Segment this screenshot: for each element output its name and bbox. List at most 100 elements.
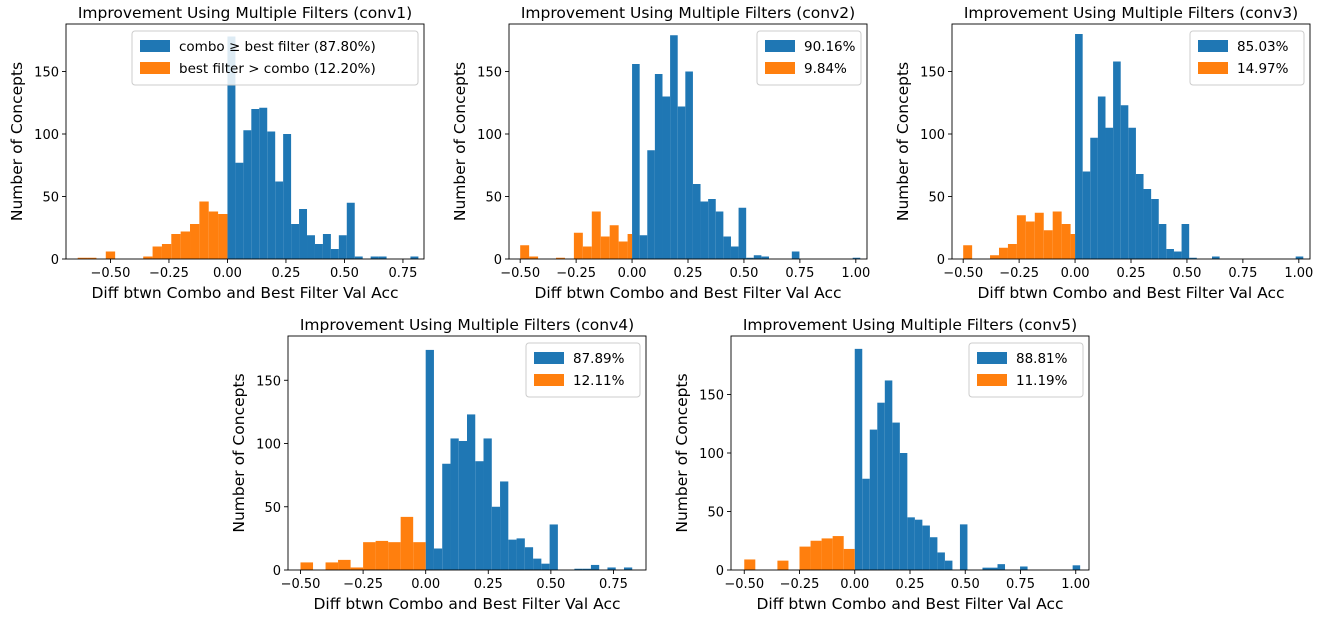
x-tick-label: −0.50 bbox=[500, 266, 540, 281]
histogram-bar bbox=[375, 540, 389, 570]
histogram-bar bbox=[582, 568, 591, 570]
legend-label: 12.11% bbox=[573, 373, 625, 389]
legend: 87.89% 12.11% bbox=[525, 342, 641, 398]
legend: 85.03% 14.97% bbox=[1189, 30, 1305, 86]
histogram-bar bbox=[670, 35, 678, 259]
histogram-bar bbox=[639, 235, 648, 259]
chart-conv1: −0.50 −0.25 0.00 0.25 0.50 0.75 0 50 100 150 Impro… bbox=[8, 4, 425, 302]
x-tick-label: 0.50 bbox=[1172, 266, 1201, 281]
y-axis-label: Number of Concepts bbox=[230, 373, 248, 532]
histogram-bar bbox=[914, 519, 923, 570]
legend-label: combo ≥ best filter (87.80%) bbox=[179, 39, 376, 55]
legend-label: 90.16% bbox=[804, 39, 856, 55]
histogram-bar bbox=[627, 234, 633, 259]
histogram-bar bbox=[291, 224, 300, 259]
histogram-bar bbox=[692, 184, 701, 259]
series-best-better bbox=[744, 536, 855, 570]
histogram-bar bbox=[1016, 215, 1026, 259]
y-tick-label: 0 bbox=[51, 253, 59, 268]
legend-label: 88.81% bbox=[1016, 351, 1068, 367]
chart-title: Improvement Using Multiple Filters (conv… bbox=[743, 316, 1077, 334]
x-tick-label: −0.50 bbox=[281, 577, 321, 592]
histogram-bar bbox=[1090, 137, 1098, 259]
histogram-bar bbox=[180, 231, 191, 259]
chart-title: Improvement Using Multiple Filters (conv… bbox=[521, 4, 855, 22]
x-tick-label: 0.25 bbox=[474, 577, 503, 592]
histogram-bar bbox=[723, 236, 731, 259]
axes-frame bbox=[287, 335, 647, 571]
histogram-bar bbox=[654, 74, 663, 259]
legend-swatch bbox=[977, 352, 1007, 364]
histogram-bar bbox=[338, 559, 351, 570]
y-tick-label: 50 bbox=[485, 191, 502, 206]
y-axis-label: Number of Concepts bbox=[8, 62, 26, 221]
y-tick-label: 100 bbox=[477, 128, 502, 143]
histogram-bar bbox=[314, 244, 323, 259]
histogram-bar bbox=[744, 559, 756, 570]
histogram-bar bbox=[524, 547, 534, 570]
legend-swatch bbox=[765, 40, 795, 52]
histogram-bar bbox=[533, 558, 542, 570]
legend-swatch bbox=[140, 62, 170, 74]
legend: 88.81% 11.19% bbox=[968, 342, 1084, 398]
histogram-bar bbox=[199, 201, 209, 259]
histogram-bar bbox=[1212, 256, 1220, 259]
chart-conv4: −0.50 −0.25 0.00 0.25 0.50 0.75 0 50 100 150 Impro… bbox=[230, 316, 647, 613]
y-tick-label: 0 bbox=[273, 564, 281, 579]
axes-frame bbox=[65, 23, 425, 260]
y-axis-label: Number of Concepts bbox=[451, 62, 469, 221]
y-tick-label: 50 bbox=[707, 506, 724, 521]
x-axis-label: Diff btwn Combo and Best Filter Val Acc bbox=[977, 284, 1284, 302]
y-axis-label: Number of Concepts bbox=[894, 62, 912, 221]
histogram-bar bbox=[243, 130, 252, 259]
legend: combo ≥ best filter (87.80%) best filter … bbox=[131, 30, 419, 86]
legend-label: 14.97% bbox=[1237, 61, 1289, 77]
histogram-bar bbox=[1113, 61, 1121, 259]
histogram-bar bbox=[997, 564, 1006, 570]
histogram-bar bbox=[413, 542, 426, 570]
histogram-bar bbox=[907, 517, 915, 570]
histogram-bar bbox=[843, 548, 855, 570]
x-tick-label: 0.75 bbox=[599, 577, 628, 592]
histogram-bar bbox=[574, 568, 583, 570]
histogram-bar bbox=[1295, 256, 1304, 259]
x-tick-label: 0.75 bbox=[388, 266, 417, 281]
histogram-bar bbox=[1128, 127, 1136, 259]
y-axis-label: Number of Concepts bbox=[673, 373, 691, 532]
x-tick-label: 0.00 bbox=[840, 577, 869, 592]
histogram-bar bbox=[322, 234, 331, 259]
histogram-bar bbox=[442, 463, 451, 570]
histogram-bar bbox=[152, 246, 162, 259]
series-combo-better bbox=[632, 35, 861, 259]
histogram-bar bbox=[171, 234, 181, 259]
histogram-bar bbox=[1070, 234, 1076, 259]
histogram-bar bbox=[1075, 34, 1083, 259]
histogram-bar bbox=[791, 251, 800, 259]
series-best-better bbox=[520, 211, 633, 259]
histogram-bar bbox=[1181, 224, 1190, 259]
histogram-bar bbox=[330, 249, 339, 259]
histogram-bar bbox=[1189, 257, 1197, 259]
y-tick-label: 150 bbox=[34, 66, 59, 81]
histogram-bar bbox=[590, 564, 600, 570]
y-tick-label: 150 bbox=[920, 66, 945, 81]
histogram-bar bbox=[555, 257, 565, 259]
histogram-bar bbox=[944, 560, 953, 570]
x-tick-label: 0.00 bbox=[1061, 266, 1090, 281]
x-axis-label: Diff btwn Combo and Best Filter Val Acc bbox=[313, 595, 620, 613]
histogram-bar bbox=[1025, 221, 1035, 259]
histogram-bar bbox=[854, 348, 863, 570]
legend-swatch bbox=[140, 40, 170, 52]
histogram-bar bbox=[299, 209, 308, 259]
histogram-bar bbox=[892, 422, 900, 570]
legend-swatch bbox=[977, 374, 1007, 386]
histogram-bar bbox=[810, 540, 822, 570]
chart-title: Improvement Using Multiple Filters (conv… bbox=[964, 4, 1298, 22]
y-tick-label: 0 bbox=[937, 253, 945, 268]
histogram-bar bbox=[1143, 189, 1152, 259]
histogram-bar bbox=[450, 438, 459, 570]
histogram-bar bbox=[350, 567, 364, 570]
legend-label: 87.89% bbox=[573, 351, 625, 367]
histogram-bar bbox=[1120, 105, 1129, 259]
